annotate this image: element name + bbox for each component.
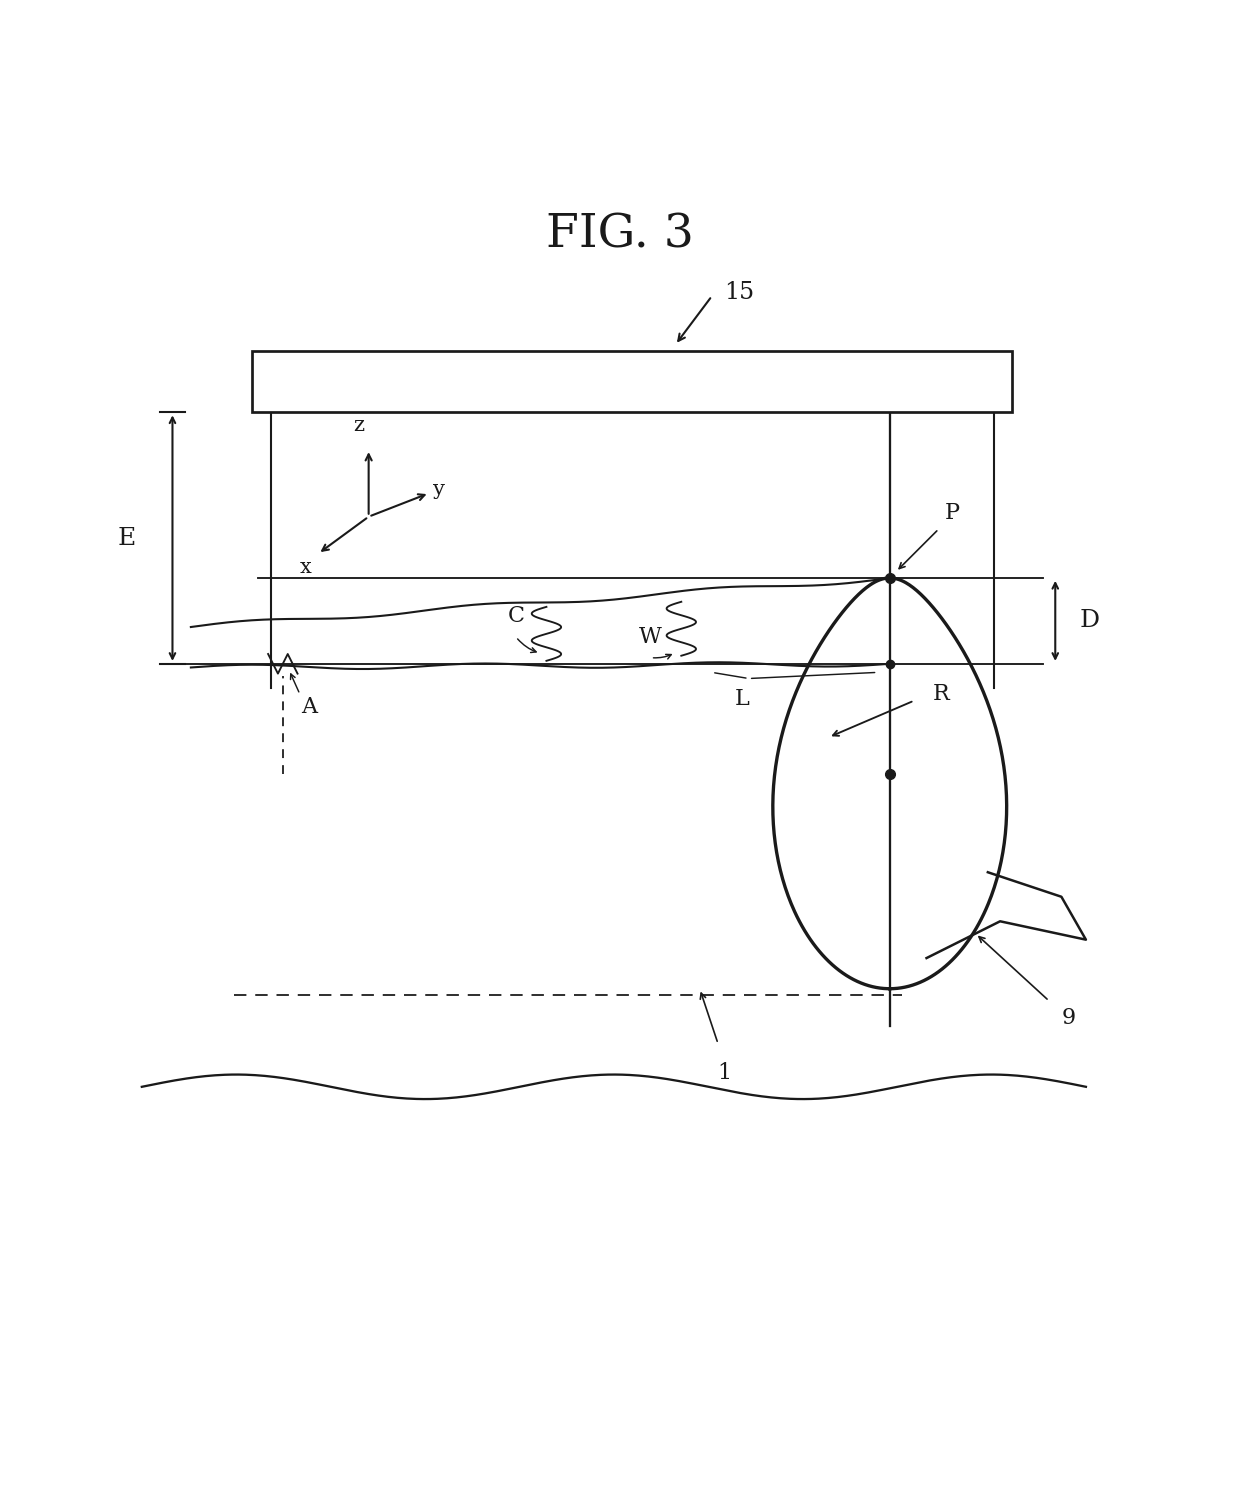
Text: FIG. 3: FIG. 3	[546, 213, 694, 257]
Text: 9: 9	[1061, 1007, 1075, 1029]
Text: y: y	[433, 480, 445, 500]
Text: E: E	[118, 526, 135, 550]
Text: C: C	[507, 605, 525, 628]
Text: z: z	[353, 415, 365, 434]
Text: 1: 1	[717, 1062, 732, 1084]
Bar	[252, 351, 1012, 412]
Text: W: W	[639, 626, 662, 648]
Text: x: x	[300, 559, 311, 577]
Text: R: R	[932, 684, 950, 705]
Text: P: P	[945, 503, 960, 523]
Text: 15: 15	[724, 281, 754, 303]
Text: L: L	[735, 688, 750, 711]
Text: D: D	[1080, 610, 1100, 632]
Text: A: A	[301, 696, 317, 718]
